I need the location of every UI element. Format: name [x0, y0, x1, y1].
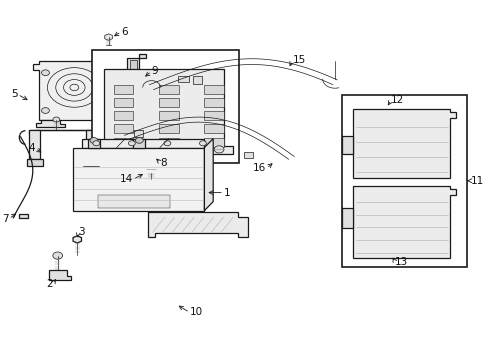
Text: 14: 14 — [120, 174, 133, 184]
Polygon shape — [159, 111, 179, 120]
Circle shape — [63, 80, 85, 95]
Circle shape — [135, 138, 143, 143]
Polygon shape — [83, 159, 99, 166]
Text: 2: 2 — [46, 279, 53, 289]
Bar — [134, 130, 143, 137]
Circle shape — [53, 252, 62, 259]
Polygon shape — [204, 85, 224, 94]
Polygon shape — [82, 139, 204, 148]
Circle shape — [199, 141, 206, 146]
Polygon shape — [29, 130, 40, 159]
Bar — [98, 195, 170, 208]
Polygon shape — [73, 236, 81, 243]
Bar — [129, 60, 137, 71]
Polygon shape — [352, 186, 455, 258]
Polygon shape — [159, 85, 179, 94]
Polygon shape — [159, 125, 179, 134]
Circle shape — [41, 108, 49, 113]
Circle shape — [41, 70, 49, 76]
Text: 11: 11 — [469, 176, 483, 186]
Circle shape — [53, 117, 60, 122]
Circle shape — [47, 68, 101, 107]
Bar — [243, 152, 253, 158]
Polygon shape — [159, 138, 179, 147]
Text: 5: 5 — [11, 89, 18, 99]
Polygon shape — [204, 111, 224, 120]
Polygon shape — [127, 54, 145, 73]
Polygon shape — [352, 109, 455, 177]
Circle shape — [70, 84, 79, 91]
Circle shape — [56, 74, 93, 101]
Bar — [133, 139, 145, 148]
Polygon shape — [86, 130, 97, 159]
Text: 15: 15 — [292, 55, 305, 66]
Polygon shape — [29, 130, 97, 134]
Bar — [342, 95, 466, 267]
Circle shape — [115, 70, 122, 76]
Text: 13: 13 — [394, 257, 407, 267]
Text: 8: 8 — [160, 158, 167, 168]
Circle shape — [128, 141, 135, 146]
Text: 1: 1 — [224, 188, 230, 198]
Bar — [88, 139, 100, 148]
Polygon shape — [99, 120, 128, 127]
Polygon shape — [204, 139, 213, 211]
Polygon shape — [114, 111, 133, 120]
Bar — [193, 76, 202, 84]
Text: 3: 3 — [78, 227, 85, 237]
Polygon shape — [342, 136, 352, 154]
Bar — [92, 50, 238, 163]
Polygon shape — [19, 214, 28, 218]
Circle shape — [163, 141, 170, 146]
Polygon shape — [114, 138, 133, 147]
Polygon shape — [114, 125, 133, 134]
Circle shape — [214, 146, 224, 153]
Polygon shape — [73, 148, 204, 211]
Polygon shape — [36, 120, 65, 127]
Text: 7: 7 — [2, 214, 9, 224]
Text: 10: 10 — [189, 307, 203, 318]
Polygon shape — [33, 61, 131, 120]
Polygon shape — [104, 69, 232, 154]
Circle shape — [90, 138, 98, 143]
Polygon shape — [49, 270, 71, 280]
Polygon shape — [204, 125, 224, 134]
Circle shape — [93, 141, 100, 146]
Polygon shape — [204, 98, 224, 107]
Polygon shape — [147, 212, 247, 237]
Polygon shape — [114, 98, 133, 107]
Text: 12: 12 — [390, 95, 404, 105]
Text: 4: 4 — [28, 143, 35, 153]
Text: 9: 9 — [151, 66, 158, 76]
Polygon shape — [159, 98, 179, 107]
Polygon shape — [131, 98, 145, 116]
Circle shape — [145, 166, 155, 173]
Polygon shape — [114, 85, 133, 94]
Text: 6: 6 — [121, 27, 128, 37]
Polygon shape — [104, 34, 112, 40]
Polygon shape — [27, 159, 42, 166]
Polygon shape — [342, 207, 352, 228]
Polygon shape — [204, 138, 224, 147]
Circle shape — [115, 108, 122, 113]
Bar — [178, 76, 189, 82]
Text: 16: 16 — [253, 163, 266, 174]
